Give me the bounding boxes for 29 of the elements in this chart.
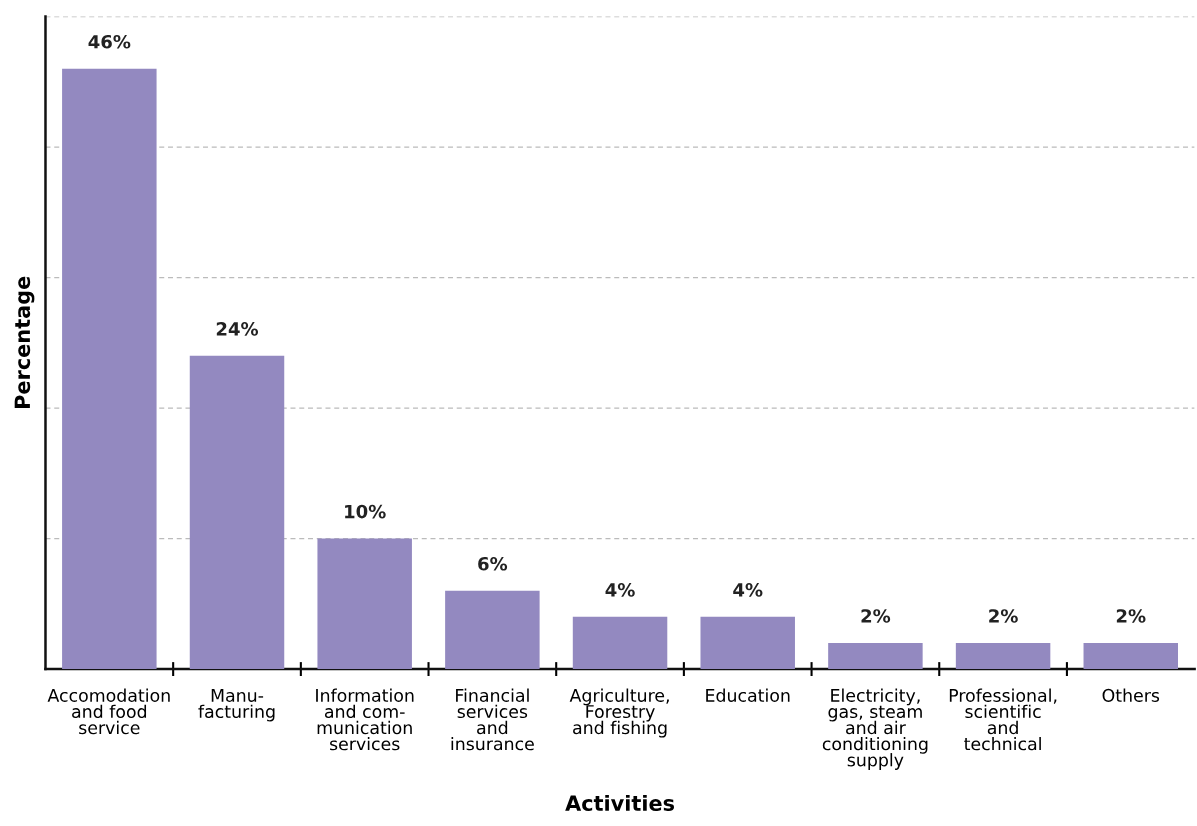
x-tick-label: Information and com- munication services: [316, 688, 414, 751]
bar: [1083, 642, 1179, 670]
data-label: 6%: [478, 556, 508, 571]
bar: [445, 590, 540, 670]
data-label: 24%: [216, 322, 259, 336]
x-tick-label: Manu- facturing: [198, 689, 275, 722]
x-tick-label: Accomodation and food service: [47, 688, 170, 735]
x-tick-label: Electricity, gas, steam and air conditioning supply: [822, 688, 928, 770]
x-tick-label: Education: [706, 688, 790, 702]
x-axis-title: Activities: [565, 794, 675, 811]
x-tick-label: Others: [1102, 688, 1160, 702]
data-label: 2%: [861, 609, 891, 623]
bar: [317, 538, 412, 670]
bar: [572, 616, 668, 670]
y-axis-title: Percentage: [14, 276, 35, 408]
x-tick-label: Professional, scientific and technical: [949, 688, 1057, 751]
data-label: 2%: [1116, 609, 1146, 623]
x-tick-label: Financial services and insurance: [451, 688, 534, 751]
data-label: 10%: [345, 504, 386, 519]
data-label: 4%: [605, 583, 635, 597]
data-label: 46%: [88, 34, 131, 49]
bar: [189, 355, 285, 670]
data-label: 2%: [989, 609, 1018, 623]
bar: [828, 642, 923, 670]
x-tick-label: Agriculture, Forestry and fishing: [569, 688, 669, 738]
bar: [955, 642, 1051, 670]
bar: [62, 68, 157, 670]
bar: [700, 616, 795, 670]
data-label: 4%: [733, 583, 763, 597]
